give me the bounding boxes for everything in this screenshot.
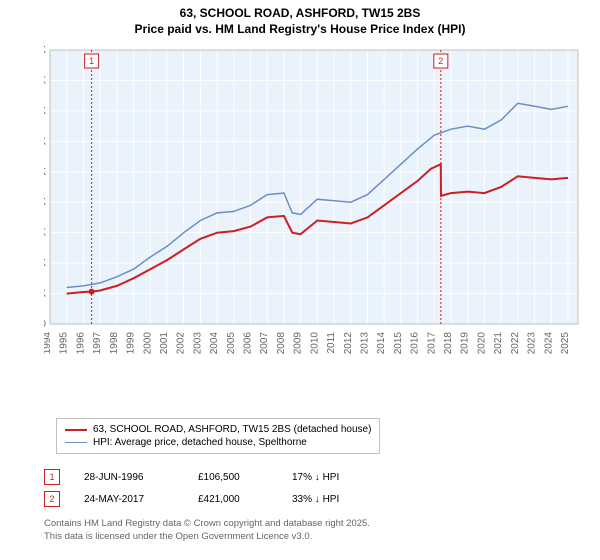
sale-pct-vs-hpi: 17% ↓ HPI: [292, 472, 382, 483]
svg-text:2001: 2001: [159, 332, 170, 355]
legend-label: 63, SCHOOL ROAD, ASHFORD, TW15 2BS (deta…: [93, 424, 371, 435]
svg-text:2020: 2020: [476, 332, 487, 355]
title-line-1: 63, SCHOOL ROAD, ASHFORD, TW15 2BS: [0, 6, 600, 20]
svg-text:£900K: £900K: [44, 45, 46, 56]
svg-text:2003: 2003: [192, 332, 203, 355]
svg-text:2010: 2010: [309, 332, 320, 355]
sale-date: 24-MAY-2017: [84, 494, 174, 505]
svg-text:2: 2: [438, 56, 443, 66]
sale-price: £106,500: [198, 472, 268, 483]
legend: 63, SCHOOL ROAD, ASHFORD, TW15 2BS (deta…: [56, 418, 380, 454]
sale-badge: 1: [44, 469, 60, 485]
svg-text:2024: 2024: [543, 332, 554, 355]
chart-titles: 63, SCHOOL ROAD, ASHFORD, TW15 2BS Price…: [0, 0, 600, 36]
footer-line-2: This data is licensed under the Open Gov…: [44, 531, 370, 544]
svg-text:2008: 2008: [276, 332, 287, 355]
svg-text:2025: 2025: [560, 332, 571, 355]
svg-text:2017: 2017: [426, 332, 437, 355]
svg-text:1994: 1994: [44, 332, 53, 355]
svg-text:2002: 2002: [176, 332, 187, 355]
svg-text:£200K: £200K: [44, 258, 46, 269]
sale-price: £421,000: [198, 494, 268, 505]
svg-text:2015: 2015: [393, 332, 404, 355]
svg-text:1: 1: [89, 56, 94, 66]
sales-table: 1 28-JUN-1996 £106,500 17% ↓ HPI 2 24-MAY-201…: [44, 466, 382, 510]
svg-text:2014: 2014: [376, 332, 387, 355]
svg-text:1999: 1999: [126, 332, 137, 355]
svg-text:2007: 2007: [259, 332, 270, 355]
sale-date: 28-JUN-1996: [84, 472, 174, 483]
svg-text:2004: 2004: [209, 332, 220, 355]
svg-text:2006: 2006: [243, 332, 254, 355]
svg-text:1995: 1995: [59, 332, 70, 355]
legend-item: HPI: Average price, detached house, Spel…: [65, 436, 371, 449]
svg-text:1998: 1998: [109, 332, 120, 355]
title-line-2: Price paid vs. HM Land Registry's House …: [0, 22, 600, 36]
svg-text:2000: 2000: [142, 332, 153, 355]
svg-text:1996: 1996: [75, 332, 86, 355]
svg-text:£600K: £600K: [44, 136, 46, 147]
svg-text:£100K: £100K: [44, 289, 46, 300]
svg-text:£700K: £700K: [44, 106, 46, 117]
legend-swatch: [65, 429, 87, 431]
svg-text:£500K: £500K: [44, 167, 46, 178]
footer-attribution: Contains HM Land Registry data © Crown c…: [44, 518, 370, 544]
sale-row: 2 24-MAY-2017 £421,000 33% ↓ HPI: [44, 488, 382, 510]
svg-text:1997: 1997: [92, 332, 103, 355]
legend-label: HPI: Average price, detached house, Spel…: [93, 437, 307, 448]
legend-swatch: [65, 442, 87, 443]
svg-text:2009: 2009: [293, 332, 304, 355]
svg-text:2016: 2016: [410, 332, 421, 355]
legend-item: 63, SCHOOL ROAD, ASHFORD, TW15 2BS (deta…: [65, 423, 371, 436]
sale-badge: 2: [44, 491, 60, 507]
svg-text:2005: 2005: [226, 332, 237, 355]
svg-text:2012: 2012: [343, 332, 354, 355]
svg-text:2011: 2011: [326, 332, 337, 354]
sale-row: 1 28-JUN-1996 £106,500 17% ↓ HPI: [44, 466, 382, 488]
svg-text:2021: 2021: [493, 332, 504, 355]
svg-text:2018: 2018: [443, 332, 454, 355]
footer-line-1: Contains HM Land Registry data © Crown c…: [44, 518, 370, 531]
svg-text:2022: 2022: [510, 332, 521, 355]
svg-text:£300K: £300K: [44, 228, 46, 239]
price-chart: £0 £100K £200K £300K £400K £500K £600K £700K £80…: [44, 44, 584, 374]
svg-text:2023: 2023: [527, 332, 538, 355]
svg-text:£400K: £400K: [44, 197, 46, 208]
svg-text:£800K: £800K: [44, 75, 46, 86]
svg-text:2013: 2013: [359, 332, 370, 355]
svg-text:£0: £0: [44, 319, 46, 330]
sale-pct-vs-hpi: 33% ↓ HPI: [292, 494, 382, 505]
svg-text:2019: 2019: [460, 332, 471, 355]
